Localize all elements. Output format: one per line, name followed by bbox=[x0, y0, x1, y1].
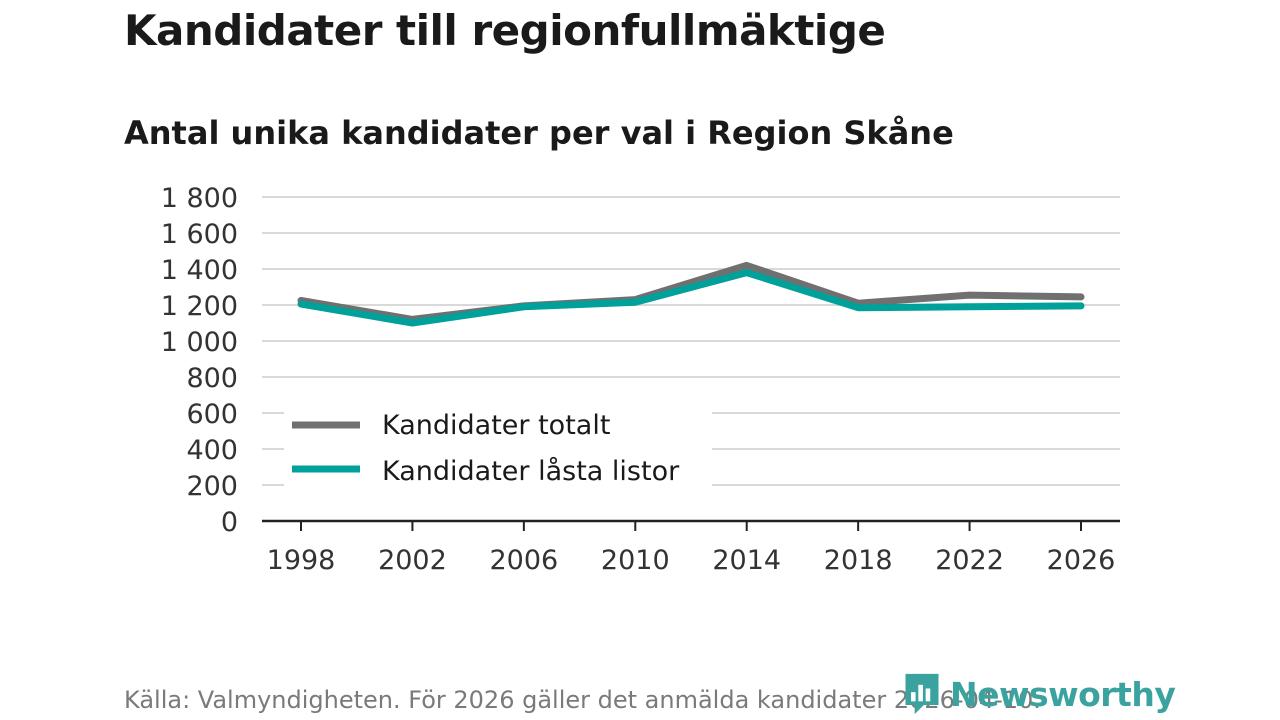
y-tick-label: 1 200 bbox=[161, 291, 238, 322]
chart-title: Kandidater till regionfullmäktige bbox=[124, 6, 886, 55]
newsworthy-logo-icon bbox=[905, 673, 939, 715]
chart-subtitle: Antal unika kandidater per val i Region … bbox=[124, 114, 954, 152]
y-tick-label: 800 bbox=[186, 363, 238, 394]
newsworthy-logo: Newsworthy bbox=[902, 670, 1176, 718]
x-tick-label: 2026 bbox=[1047, 545, 1116, 576]
series-line-totalt bbox=[297, 261, 1085, 323]
x-tick-label: 2006 bbox=[489, 545, 558, 576]
legend: Kandidater totalt Kandidater låsta listo… bbox=[284, 410, 712, 487]
x-tick-label: 2014 bbox=[712, 545, 781, 576]
y-tick-label: 1 000 bbox=[161, 327, 238, 358]
x-tick-label: 2010 bbox=[601, 545, 670, 576]
x-tick-label: 2022 bbox=[935, 545, 1004, 576]
x-axis: 1998 2002 2006 2010 2014 2018 2022 2026 bbox=[262, 519, 1120, 576]
newsworthy-logo-text: Newsworthy bbox=[950, 674, 1176, 714]
y-tick-label: 600 bbox=[186, 399, 238, 430]
series-lines bbox=[297, 261, 1085, 327]
legend-label-lasta: Kandidater låsta listor bbox=[382, 456, 680, 487]
x-tick-label: 2002 bbox=[378, 545, 447, 576]
y-axis-ticks: 0 200 400 600 800 1 000 1 200 1 400 1 600 1 800 bbox=[161, 183, 238, 538]
source-note: Källa: Valmyndigheten. För 2026 gäller d… bbox=[124, 686, 1041, 714]
y-tick-label: 0 bbox=[221, 507, 238, 538]
x-tick-label: 1998 bbox=[267, 545, 336, 576]
y-tick-label: 1 800 bbox=[161, 183, 238, 214]
y-tick-label: 400 bbox=[186, 435, 238, 466]
x-tick-label: 2018 bbox=[824, 545, 893, 576]
series-line-lasta bbox=[297, 269, 1085, 327]
y-tick-label: 1 400 bbox=[161, 255, 238, 286]
legend-label-totalt: Kandidater totalt bbox=[382, 410, 610, 441]
y-tick-label: 200 bbox=[186, 471, 238, 502]
y-tick-label: 1 600 bbox=[161, 219, 238, 250]
